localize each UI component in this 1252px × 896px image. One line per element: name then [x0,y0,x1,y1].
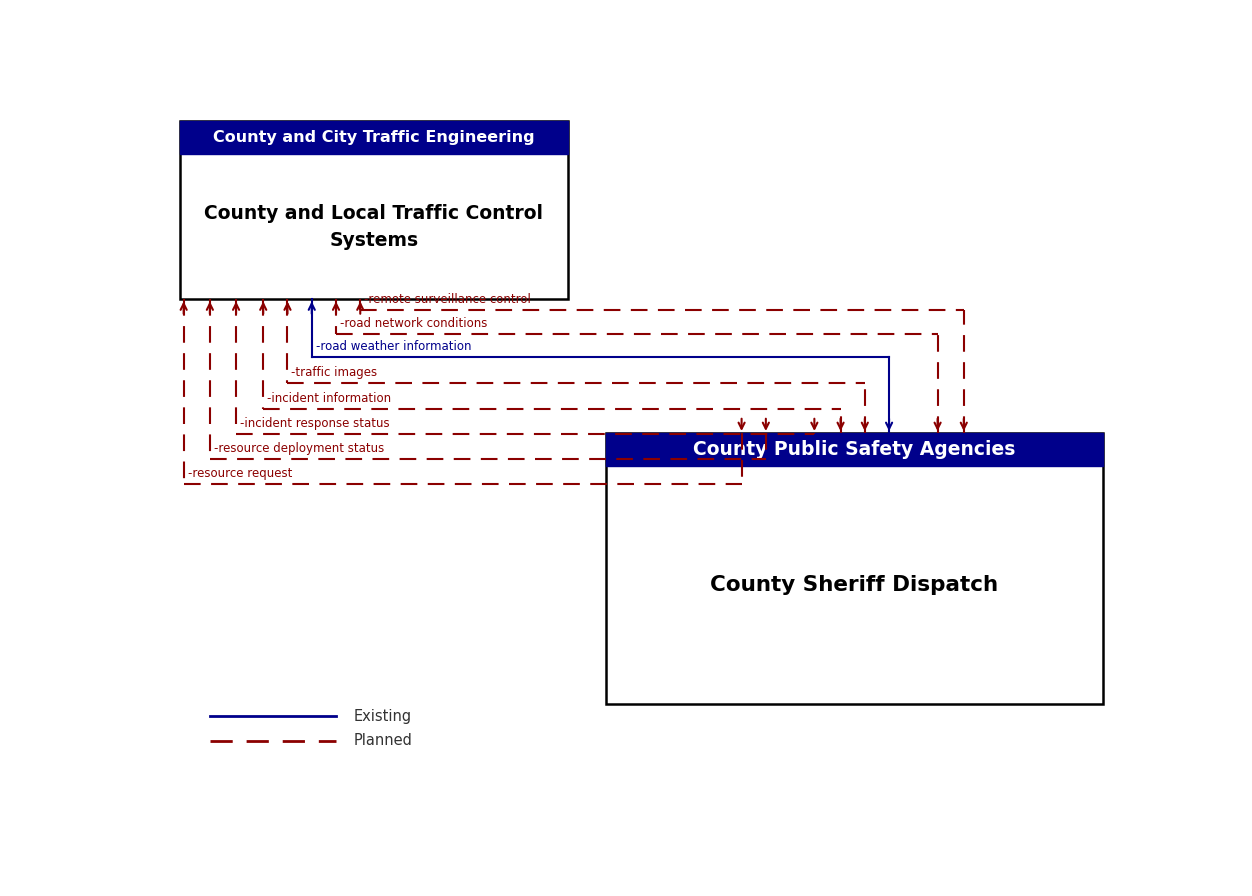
Text: ‐resource deployment status: ‐resource deployment status [214,443,384,455]
Text: County Sheriff Dispatch: County Sheriff Dispatch [710,575,998,595]
Text: County and City Traffic Engineering: County and City Traffic Engineering [213,131,535,145]
Bar [606,433,1103,466]
Text: Existing: Existing [353,709,412,724]
Text: Planned: Planned [353,733,412,748]
Text: County and Local Traffic Control
Systems: County and Local Traffic Control Systems [204,204,543,250]
Text: ‐incident information: ‐incident information [267,392,391,405]
Text: ‐incident response status: ‐incident response status [240,417,389,430]
Text: ‐road weather information: ‐road weather information [316,340,471,353]
Text: ‐road network conditions: ‐road network conditions [339,316,487,330]
Bar [606,433,1103,704]
Text: County Public Safety Agencies: County Public Safety Agencies [692,440,1015,460]
Bar [180,121,568,154]
Text: ‐resource request: ‐resource request [188,467,292,480]
Text: ‐traffic images: ‐traffic images [292,366,378,379]
Bar [180,121,568,299]
Text: ‐remote surveillance control: ‐remote surveillance control [364,292,531,306]
